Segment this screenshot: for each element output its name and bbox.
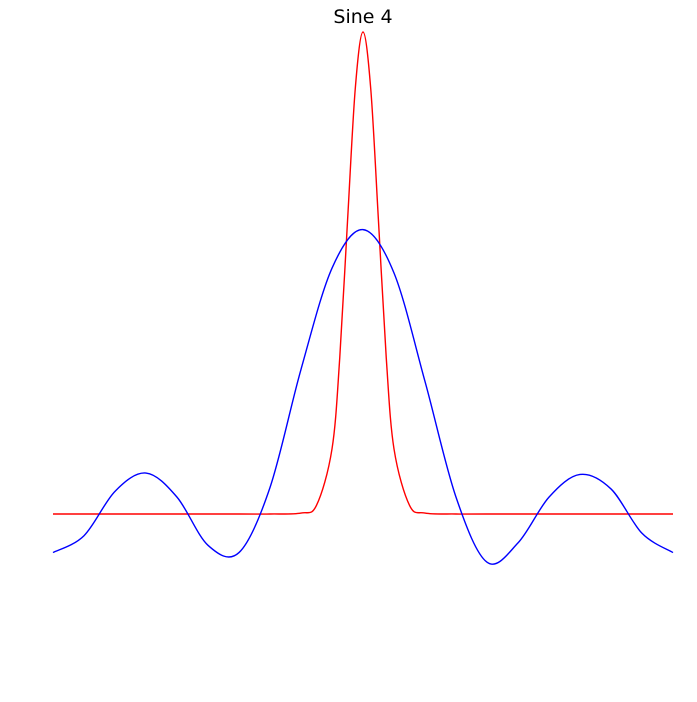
chart-title: Sine 4	[333, 6, 393, 28]
series-line-2	[52, 228, 674, 565]
series-layer	[52, 31, 674, 565]
series-line-1	[52, 31, 673, 515]
